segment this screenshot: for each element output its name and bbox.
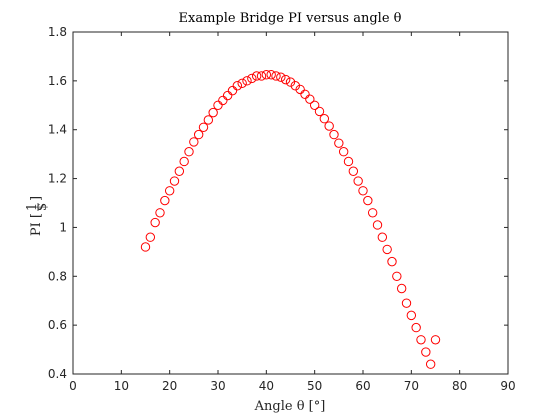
data-point (334, 138, 344, 148)
data-point (290, 81, 301, 91)
x-axis: 0 10 20 30 40 50 60 70 80 90 (69, 32, 516, 393)
data-point (251, 71, 262, 81)
data-point (396, 283, 407, 294)
data-point (193, 129, 204, 140)
x-tick-label: 10 (114, 379, 129, 393)
x-tick-label: 30 (210, 379, 225, 393)
y-tick-label: 1.8 (48, 25, 67, 39)
data-point (416, 335, 426, 345)
data-point (363, 195, 373, 206)
data-point (387, 256, 397, 267)
data-point (343, 156, 354, 167)
data-point (179, 156, 189, 167)
x-tick-label: 60 (355, 379, 370, 393)
y-label-frac-num: 1 (25, 203, 40, 211)
data-point (155, 208, 165, 218)
data-point (203, 115, 214, 125)
data-point (305, 94, 315, 104)
y-tick-label: 1 (59, 220, 67, 234)
x-tick-label: 0 (69, 379, 77, 393)
data-point (314, 106, 325, 117)
data-point (372, 220, 383, 230)
x-tick-label: 90 (500, 379, 515, 393)
data-point (329, 129, 339, 140)
data-point (324, 121, 334, 131)
data-point (430, 335, 441, 345)
data-point (213, 100, 223, 110)
data-point (227, 85, 238, 96)
data-point (348, 166, 359, 176)
data-point (401, 298, 412, 308)
y-label-suffix: ] (29, 196, 44, 201)
chart-title: Example Bridge PI versus angle θ (179, 11, 402, 26)
data-point (338, 147, 349, 157)
data-point (425, 359, 436, 369)
data-point (184, 147, 194, 157)
data-point (218, 95, 228, 106)
data-point (256, 71, 267, 81)
x-tick-label: 70 (404, 379, 419, 393)
y-axis: 0.4 0.6 0.8 1 1.2 1.4 1.6 1.8 (48, 25, 508, 381)
data-point (411, 322, 421, 333)
x-tick-label: 20 (162, 379, 177, 393)
x-tick-label: 80 (452, 379, 467, 393)
data-point (353, 176, 363, 186)
data-point (164, 186, 175, 196)
data-point (319, 114, 330, 124)
data-point (140, 242, 151, 252)
data-point (150, 217, 160, 228)
data-point (421, 347, 431, 357)
data-point (145, 232, 156, 242)
x-axis-label: Angle θ [°] (254, 399, 326, 414)
y-axis-label: PI [ 1$] (25, 196, 50, 236)
data-point (160, 195, 170, 206)
data-point (300, 89, 310, 99)
y-tick-label: 0.4 (48, 367, 67, 381)
data-point (198, 122, 209, 132)
data-point (276, 72, 286, 82)
data-point (242, 76, 252, 86)
data-point (261, 70, 272, 80)
y-tick-label: 1.2 (48, 172, 67, 186)
data-point (174, 166, 185, 176)
x-tick-label: 50 (307, 379, 322, 393)
y-label-frac-den: $ (35, 203, 50, 211)
data-point (266, 70, 276, 80)
data-point (295, 84, 305, 95)
data-point (367, 208, 378, 218)
data-point (232, 81, 243, 91)
data-point (392, 271, 402, 281)
data-point (208, 107, 218, 118)
data-point (358, 186, 368, 196)
data-point (377, 232, 388, 242)
data-point (285, 77, 296, 87)
data-series (140, 70, 441, 369)
data-point (169, 176, 180, 186)
y-tick-label: 1.4 (48, 123, 67, 137)
y-label-prefix: PI [ (29, 213, 44, 236)
data-point (189, 137, 199, 147)
data-point (309, 100, 320, 110)
data-point (280, 74, 291, 85)
data-point (271, 71, 281, 81)
data-point (222, 90, 233, 101)
y-tick-label: 0.6 (48, 318, 67, 332)
x-tick-label: 40 (259, 379, 274, 393)
plot-area (72, 31, 509, 375)
data-point (237, 78, 247, 89)
y-tick-label: 1.6 (48, 74, 67, 88)
y-tick-label: 0.8 (48, 269, 67, 283)
data-point (406, 310, 417, 321)
data-point (382, 244, 392, 255)
data-point (247, 73, 257, 84)
